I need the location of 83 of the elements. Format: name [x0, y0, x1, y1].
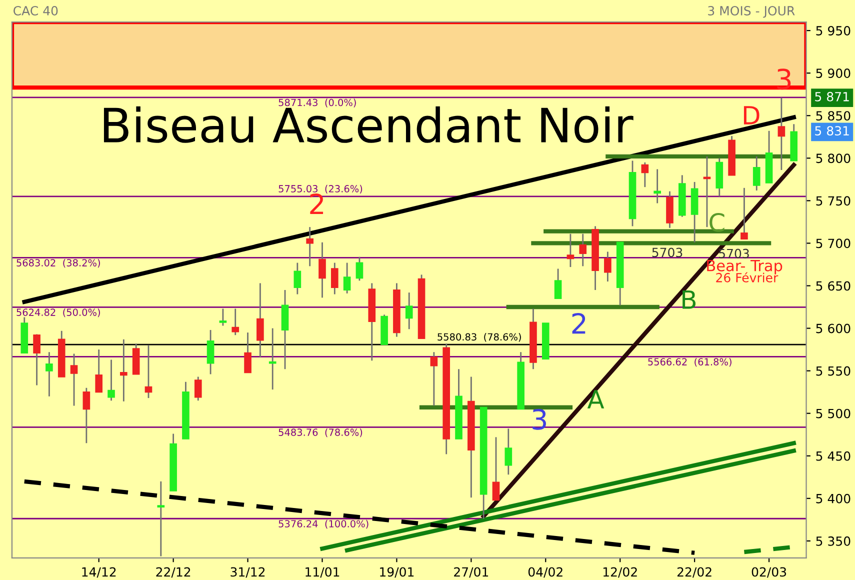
- annotation: 26 Février: [716, 272, 778, 282]
- text: 5 831: [815, 126, 849, 136]
- candlestick: [318, 242, 326, 298]
- x-tick-label: 14/12: [82, 567, 116, 578]
- candlestick: [206, 329, 214, 375]
- candlestick: [356, 256, 364, 282]
- candlestick: [579, 233, 587, 267]
- y-tick-label: 5 700: [816, 238, 850, 248]
- ref-line-label: 5566.62 (61.8%): [648, 358, 732, 367]
- x-tick-label: 02/03: [752, 567, 786, 578]
- candlestick: [343, 262, 351, 294]
- x-tick-label: 04/02: [528, 567, 562, 578]
- text: 3 MOIS - JOUR: [708, 6, 795, 18]
- y-tick-label: 5 800: [816, 154, 850, 164]
- candlestick: [268, 328, 276, 390]
- ref-line-label: 5755.03 (23.6%): [278, 184, 362, 194]
- x-tick-label: 22/12: [156, 567, 190, 578]
- ref-line-label: 5871.43 (0.0%): [278, 98, 356, 108]
- text: Biseau Ascendant Noir: [104, 106, 634, 143]
- candlestick: [95, 348, 103, 393]
- candlestick: [492, 436, 500, 501]
- ref-line-label: 5683.02 (38.2%): [16, 258, 100, 268]
- candlestick: [294, 262, 302, 295]
- annotation: A: [587, 390, 604, 408]
- y-tick-label: 5 500: [816, 408, 850, 418]
- y-tick-label: 5 900: [816, 68, 850, 78]
- candlestick: [120, 338, 128, 402]
- candlestick: [504, 428, 512, 476]
- ref-line-label: 5376.24 (100.0%): [278, 520, 368, 529]
- candlestick: [219, 308, 227, 326]
- candlestick: [70, 353, 78, 406]
- candlestick: [752, 156, 760, 192]
- ref-line-label: 5483.76 (78.6%): [278, 428, 362, 438]
- x-tick-label: 27/01: [454, 567, 488, 578]
- y-tick-label: 5 600: [816, 324, 850, 334]
- candlestick: [330, 262, 338, 295]
- candlestick: [703, 156, 711, 228]
- candlestick: [740, 187, 748, 240]
- candlestick: [306, 226, 314, 267]
- annotation: D: [744, 106, 760, 124]
- x-tick-label: 12/02: [603, 567, 637, 578]
- annotation: B: [682, 290, 696, 309]
- y-tick-label: 5 950: [816, 26, 850, 36]
- candlestick: [194, 376, 202, 402]
- annotation: 2: [310, 193, 324, 214]
- candlestick: [82, 387, 90, 444]
- x-tick-label: 19/01: [380, 567, 414, 578]
- ref-line-label: 5580.83 (78.6%): [438, 333, 521, 342]
- annotation: 5703: [652, 248, 682, 258]
- x-tick-label: 22/02: [677, 567, 712, 578]
- annotation: C: [710, 212, 724, 232]
- candlestick: [641, 162, 649, 188]
- candlestick: [405, 292, 413, 330]
- annotation: 2: [572, 312, 586, 334]
- candlestick: [232, 308, 240, 336]
- candlestick: [778, 97, 786, 171]
- x-tick-label: 11/01: [306, 567, 340, 578]
- y-tick-label: 5 750: [816, 196, 850, 206]
- candlestick: [554, 268, 562, 300]
- x-tick-label: 31/12: [230, 567, 265, 578]
- candlestick: [430, 351, 438, 406]
- candlestick: [566, 233, 574, 268]
- y-tick-label: 5 850: [816, 111, 850, 121]
- y-tick-label: 5 400: [816, 494, 850, 504]
- candlestick: [46, 351, 53, 398]
- candlestick: [244, 332, 252, 374]
- y-tick-label: 5 450: [816, 451, 850, 461]
- y-tick-label: 5 650: [816, 281, 850, 291]
- candlestick: [33, 334, 40, 386]
- candlestick: [654, 168, 661, 204]
- annotation: 3: [777, 68, 791, 90]
- y-tick-label: 5 350: [816, 536, 850, 546]
- y-tick-label: 5 550: [816, 366, 850, 376]
- candlestick: [256, 282, 264, 358]
- annotation: 3: [532, 408, 546, 430]
- annotation: 5703: [719, 248, 749, 258]
- candlestick: [157, 480, 165, 557]
- ref-line-label: 5624.82 (50.0%): [16, 308, 100, 318]
- text: CAC 40: [14, 6, 58, 16]
- candlestick: [604, 251, 612, 282]
- candlestick: [144, 344, 152, 399]
- text: 5 871: [815, 92, 849, 102]
- candlestick: [108, 359, 115, 402]
